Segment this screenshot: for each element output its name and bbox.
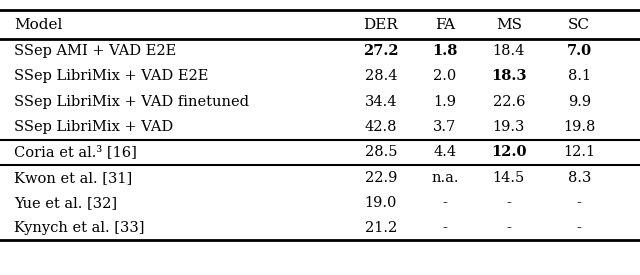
- Text: -: -: [506, 196, 511, 210]
- Text: 3.7: 3.7: [433, 120, 456, 134]
- Text: 22.9: 22.9: [365, 171, 397, 185]
- Text: 7.0: 7.0: [566, 44, 592, 58]
- Text: SSep LibriMix + VAD finetuned: SSep LibriMix + VAD finetuned: [14, 95, 249, 109]
- Text: 18.4: 18.4: [493, 44, 525, 58]
- Text: Coria et al.³ [16]: Coria et al.³ [16]: [14, 145, 137, 159]
- Text: 28.4: 28.4: [365, 70, 397, 83]
- Text: 12.1: 12.1: [563, 145, 595, 159]
- Text: DER: DER: [364, 18, 398, 32]
- Text: 12.0: 12.0: [491, 145, 527, 159]
- Text: MS: MS: [496, 18, 522, 32]
- Text: SSep LibriMix + VAD: SSep LibriMix + VAD: [14, 120, 173, 134]
- Text: FA: FA: [435, 18, 455, 32]
- Text: -: -: [506, 221, 511, 235]
- Text: Kynych et al. [33]: Kynych et al. [33]: [14, 221, 145, 235]
- Text: Yue et al. [32]: Yue et al. [32]: [14, 196, 117, 210]
- Text: 14.5: 14.5: [493, 171, 525, 185]
- Text: 22.6: 22.6: [493, 95, 525, 109]
- Text: n.a.: n.a.: [431, 171, 458, 185]
- Text: -: -: [577, 221, 582, 235]
- Text: -: -: [577, 196, 582, 210]
- Text: SSep AMI + VAD E2E: SSep AMI + VAD E2E: [14, 44, 177, 58]
- Text: 18.3: 18.3: [491, 70, 527, 83]
- Text: -: -: [442, 196, 447, 210]
- Text: 8.1: 8.1: [568, 70, 591, 83]
- Text: 19.3: 19.3: [493, 120, 525, 134]
- Text: Model: Model: [14, 18, 63, 32]
- Text: 21.2: 21.2: [365, 221, 397, 235]
- Text: 1.9: 1.9: [433, 95, 456, 109]
- Text: 19.0: 19.0: [365, 196, 397, 210]
- Text: 1.8: 1.8: [432, 44, 458, 58]
- Text: -: -: [442, 221, 447, 235]
- Text: SC: SC: [568, 18, 590, 32]
- Text: Kwon et al. [31]: Kwon et al. [31]: [14, 171, 132, 185]
- Text: 34.4: 34.4: [365, 95, 397, 109]
- Text: 42.8: 42.8: [365, 120, 397, 134]
- Text: 4.4: 4.4: [433, 145, 456, 159]
- Text: 19.8: 19.8: [563, 120, 595, 134]
- Text: 9.9: 9.9: [568, 95, 591, 109]
- Text: 27.2: 27.2: [363, 44, 399, 58]
- Text: 2.0: 2.0: [433, 70, 456, 83]
- Text: 28.5: 28.5: [365, 145, 397, 159]
- Text: SSep LibriMix + VAD E2E: SSep LibriMix + VAD E2E: [14, 70, 209, 83]
- Text: 8.3: 8.3: [568, 171, 591, 185]
